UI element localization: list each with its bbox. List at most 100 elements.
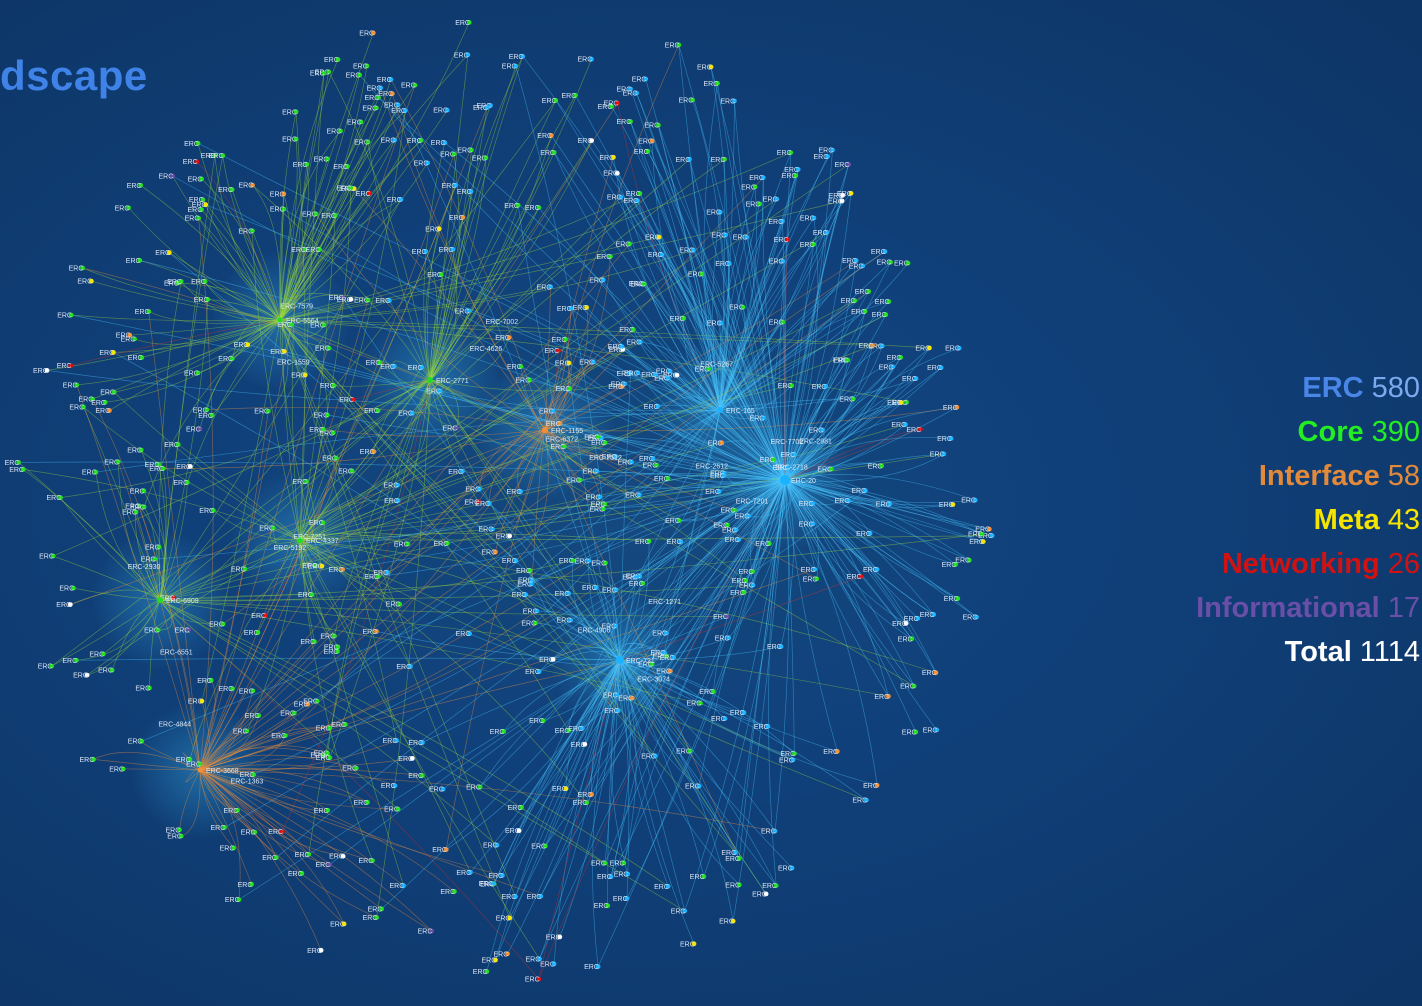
graph-node[interactable] xyxy=(516,828,522,834)
graph-node[interactable] xyxy=(909,636,915,642)
graph-node[interactable] xyxy=(566,590,571,596)
graph-node[interactable] xyxy=(640,580,646,586)
graph-node[interactable] xyxy=(195,370,201,376)
graph-node[interactable] xyxy=(887,501,893,507)
graph-node[interactable] xyxy=(853,258,859,263)
graph-node[interactable] xyxy=(519,805,524,810)
graph-node[interactable] xyxy=(905,260,911,266)
graph-node[interactable] xyxy=(312,639,317,644)
graph-node[interactable] xyxy=(602,501,608,507)
graph-node[interactable] xyxy=(736,882,742,888)
graph-node[interactable] xyxy=(402,108,408,113)
graph-node[interactable] xyxy=(249,881,255,887)
graph-node[interactable] xyxy=(395,482,400,488)
graph-node[interactable] xyxy=(68,363,74,369)
legend-item-interface[interactable]: Interface 58 xyxy=(1196,454,1420,498)
graph-node[interactable] xyxy=(262,613,268,618)
graph-node[interactable] xyxy=(629,695,635,701)
graph-node[interactable] xyxy=(515,202,521,208)
graph-node[interactable] xyxy=(506,335,512,340)
graph-node[interactable] xyxy=(408,664,413,669)
graph-node[interactable] xyxy=(719,440,725,446)
graph-node[interactable] xyxy=(676,42,682,48)
graph-node[interactable] xyxy=(212,153,218,159)
graph-node[interactable] xyxy=(353,765,359,771)
graph-node[interactable] xyxy=(760,175,766,181)
graph-node[interactable] xyxy=(199,176,205,182)
graph-node[interactable] xyxy=(790,757,796,763)
graph-node[interactable] xyxy=(634,574,639,580)
graph-node[interactable] xyxy=(210,508,216,513)
graph-node[interactable] xyxy=(374,915,379,920)
graph-node[interactable] xyxy=(650,456,656,461)
graph-node[interactable] xyxy=(595,964,601,969)
graph-node[interactable] xyxy=(882,249,888,255)
graph-node[interactable] xyxy=(222,825,227,830)
graph-node[interactable] xyxy=(493,957,498,963)
graph-node[interactable] xyxy=(80,265,85,271)
graph-node[interactable] xyxy=(74,657,79,663)
graph-node[interactable] xyxy=(584,305,589,310)
graph-node[interactable] xyxy=(848,190,854,196)
graph-node[interactable] xyxy=(385,570,390,575)
graph-hub-node[interactable] xyxy=(542,427,548,433)
graph-node[interactable] xyxy=(732,507,737,513)
graph-node[interactable] xyxy=(518,489,523,494)
graph-node[interactable] xyxy=(252,829,258,835)
graph-node[interactable] xyxy=(597,494,603,500)
graph-node[interactable] xyxy=(577,477,583,483)
graph-node[interactable] xyxy=(834,749,840,754)
graph-node[interactable] xyxy=(178,833,184,839)
graph-hub-node[interactable] xyxy=(197,767,203,773)
graph-node[interactable] xyxy=(941,451,947,457)
graph-node[interactable] xyxy=(483,155,489,161)
graph-node[interactable] xyxy=(750,582,756,588)
graph-node[interactable] xyxy=(687,156,692,162)
graph-node[interactable] xyxy=(378,85,383,91)
graph-node[interactable] xyxy=(394,738,399,743)
graph-node[interactable] xyxy=(646,538,652,544)
graph-node[interactable] xyxy=(722,716,728,721)
graph-node[interactable] xyxy=(636,492,642,498)
graph-node[interactable] xyxy=(605,903,611,909)
graph-node[interactable] xyxy=(420,740,425,745)
graph-node[interactable] xyxy=(551,150,557,155)
graph-node[interactable] xyxy=(204,407,210,413)
graph-node[interactable] xyxy=(608,874,614,880)
graph-node[interactable] xyxy=(548,133,554,138)
graph-node[interactable] xyxy=(706,366,711,372)
graph-node[interactable] xyxy=(304,479,309,484)
graph-node[interactable] xyxy=(282,733,288,738)
graph-node[interactable] xyxy=(500,873,505,878)
graph-node[interactable] xyxy=(388,77,394,82)
graph-node[interactable] xyxy=(862,308,868,314)
graph-node[interactable] xyxy=(726,261,732,266)
graph-node[interactable] xyxy=(795,167,801,172)
graph-node[interactable] xyxy=(175,442,181,447)
graph-node[interactable] xyxy=(16,460,21,465)
graph-node[interactable] xyxy=(630,327,636,332)
graph-node[interactable] xyxy=(374,105,379,111)
graph-node[interactable] xyxy=(412,82,418,88)
graph-node[interactable] xyxy=(674,372,680,378)
graph-node[interactable] xyxy=(486,501,492,506)
eip-network-graph[interactable]: ERC ERC ERC ERC ERC ERC ERC ERC ERC ERC ERC ERC ERC E… xyxy=(0,0,1010,1006)
graph-node[interactable] xyxy=(320,520,326,526)
graph-node[interactable] xyxy=(566,728,572,733)
graph-node[interactable] xyxy=(621,860,627,866)
graph-node[interactable] xyxy=(553,98,559,103)
graph-node[interactable] xyxy=(562,444,567,449)
graph-node[interactable] xyxy=(589,56,594,62)
graph-node[interactable] xyxy=(671,655,676,660)
graph-node[interactable] xyxy=(966,557,972,563)
graph-node[interactable] xyxy=(220,621,226,627)
graph-node[interactable] xyxy=(665,476,671,481)
graph-node[interactable] xyxy=(90,396,95,402)
graph-node[interactable] xyxy=(309,592,315,598)
graph-node[interactable] xyxy=(927,345,932,351)
graph-node[interactable] xyxy=(732,98,737,104)
graph-node[interactable] xyxy=(327,725,333,731)
graph-node[interactable] xyxy=(109,667,115,673)
graph-node[interactable] xyxy=(724,614,730,619)
legend-item-networking[interactable]: Networking 26 xyxy=(1196,542,1420,586)
